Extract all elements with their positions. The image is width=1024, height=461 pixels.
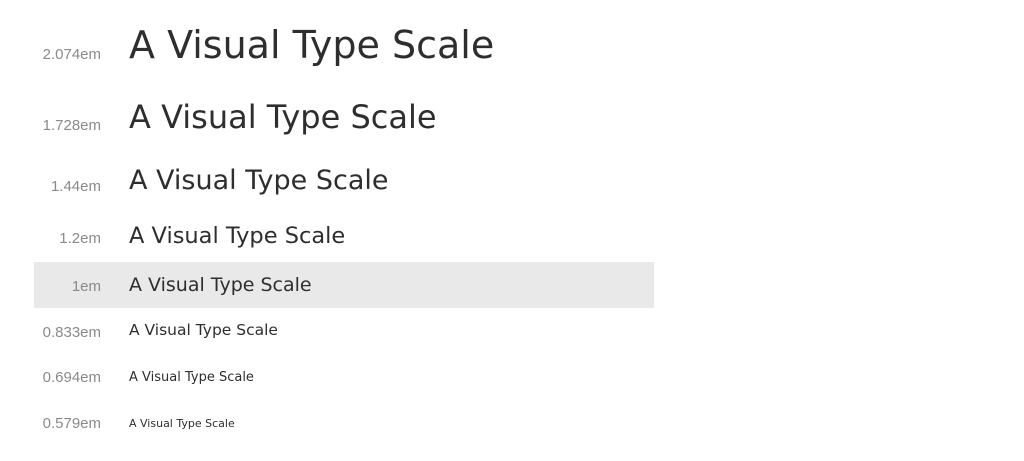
sample-1-2: A Visual Type Scale	[129, 223, 346, 249]
sample-0-833: A Visual Type Scale	[129, 321, 278, 339]
size-label-0-833: 0.833em	[42, 324, 101, 341]
size-label-0-694: 0.694em	[42, 369, 101, 386]
size-label-1-728: 1.728em	[42, 117, 101, 134]
sample-1: A Visual Type Scale	[129, 274, 312, 296]
base-size-highlight	[34, 262, 654, 308]
size-label-1-2: 1.2em	[59, 230, 101, 247]
size-label-1-44: 1.44em	[50, 178, 101, 195]
sample-0-579: A Visual Type Scale	[129, 417, 235, 430]
sample-2-074: A Visual Type Scale	[129, 23, 495, 67]
sample-1-44: A Visual Type Scale	[129, 165, 389, 196]
size-label-1: 1em	[71, 278, 101, 295]
sample-0-694: A Visual Type Scale	[129, 370, 254, 385]
size-label-0-579: 0.579em	[42, 415, 101, 432]
size-label-2-074: 2.074em	[42, 46, 101, 63]
sample-1-728: A Visual Type Scale	[129, 98, 437, 136]
